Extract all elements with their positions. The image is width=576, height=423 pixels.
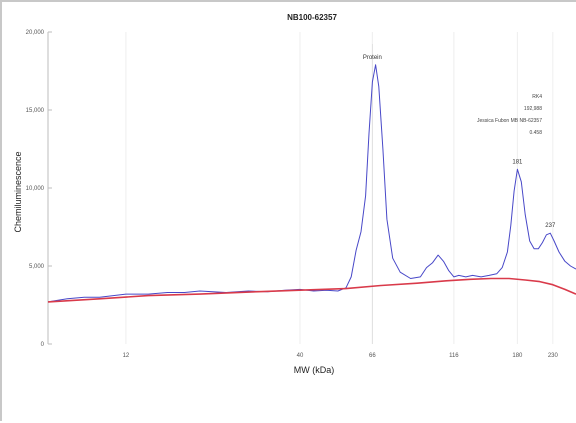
annotations: Protein 181 237 RK4 192,988 Jessica Fubon MB … (363, 55, 556, 229)
peak-label: 237 (545, 223, 556, 229)
y-tick-label: 20,000 (26, 30, 45, 36)
chart-title: NB100-62357 (287, 13, 337, 22)
x-tick-label: 66 (369, 353, 376, 359)
info-line: Jessica Fubon MB NB-62357 (477, 118, 542, 124)
series-layer (47, 64, 576, 303)
x-tick-label: 40 (297, 353, 304, 359)
signal-trace (47, 64, 576, 303)
x-tick-label: 116 (449, 353, 459, 359)
y-tick-label: 15,000 (26, 108, 45, 114)
gridlines (125, 32, 554, 344)
peak-label: Protein (363, 55, 382, 61)
x-tick-label: 180 (512, 353, 523, 359)
y-tick-label: 5,000 (29, 264, 45, 270)
tick-labels: 0 5,000 10,000 15,000 20,000 12 40 66 116 180 230 (26, 30, 559, 359)
y-axis-label: Chemiluminescence (13, 151, 23, 232)
peak-label: 181 (512, 159, 523, 165)
info-line: 192,988 (524, 106, 542, 112)
baseline-curve (47, 277, 576, 303)
x-axis-label: MW (kDa) (294, 365, 335, 375)
x-tick-label: 12 (123, 353, 130, 359)
x-tick-label: 230 (548, 353, 559, 359)
axes (47, 31, 52, 345)
y-tick-label: 0 (41, 342, 45, 348)
info-line: 0.458 (529, 130, 542, 136)
y-tick-label: 10,000 (26, 186, 45, 192)
info-line: RK4 (532, 94, 542, 100)
